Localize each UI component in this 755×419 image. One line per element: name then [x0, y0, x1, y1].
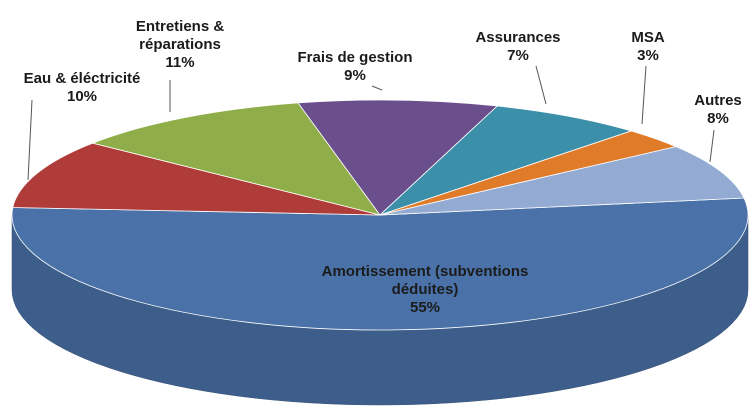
category-name: Autres — [694, 92, 742, 109]
leader-line — [641, 65, 647, 125]
category-name: Amortissement (subventions déduites) — [321, 263, 529, 298]
leader-line — [27, 99, 33, 181]
category-name: Entretiens & réparations — [135, 18, 225, 53]
slice — [297, 99, 499, 216]
slice — [379, 146, 745, 216]
leader-line — [709, 129, 715, 163]
value-label: 7% — [507, 47, 529, 64]
slice — [379, 105, 633, 216]
slice — [12, 142, 381, 216]
value-label: 11% — [165, 54, 195, 71]
slices — [11, 99, 749, 406]
slice-label: Amortissement (subventions déduites) 55% — [315, 263, 535, 317]
value-label: 8% — [707, 110, 729, 127]
category-name: MSA — [631, 29, 665, 46]
slice-label: MSA 3% — [631, 29, 664, 65]
category-name: Frais de gestion — [297, 49, 413, 66]
slice-label: Entretiens & réparations 11% — [115, 18, 245, 72]
leader-line — [371, 85, 383, 91]
category-name: Eau & éléctricité — [23, 70, 141, 87]
slice-label: Assurances 7% — [475, 29, 560, 65]
slice-label: Eau & éléctricité 10% — [24, 70, 141, 106]
slice-label: Autres 8% — [694, 92, 742, 128]
leader-line — [535, 65, 547, 105]
slice-label: Frais de gestion 9% — [297, 49, 412, 85]
value-label: 9% — [344, 67, 366, 84]
leader-lines — [27, 65, 715, 181]
value-label: 10% — [66, 88, 98, 105]
category-name: Assurances — [475, 29, 561, 46]
slice — [11, 197, 749, 331]
value-label: 3% — [637, 47, 659, 64]
value-label: 55% — [409, 299, 441, 316]
slice — [91, 102, 381, 216]
